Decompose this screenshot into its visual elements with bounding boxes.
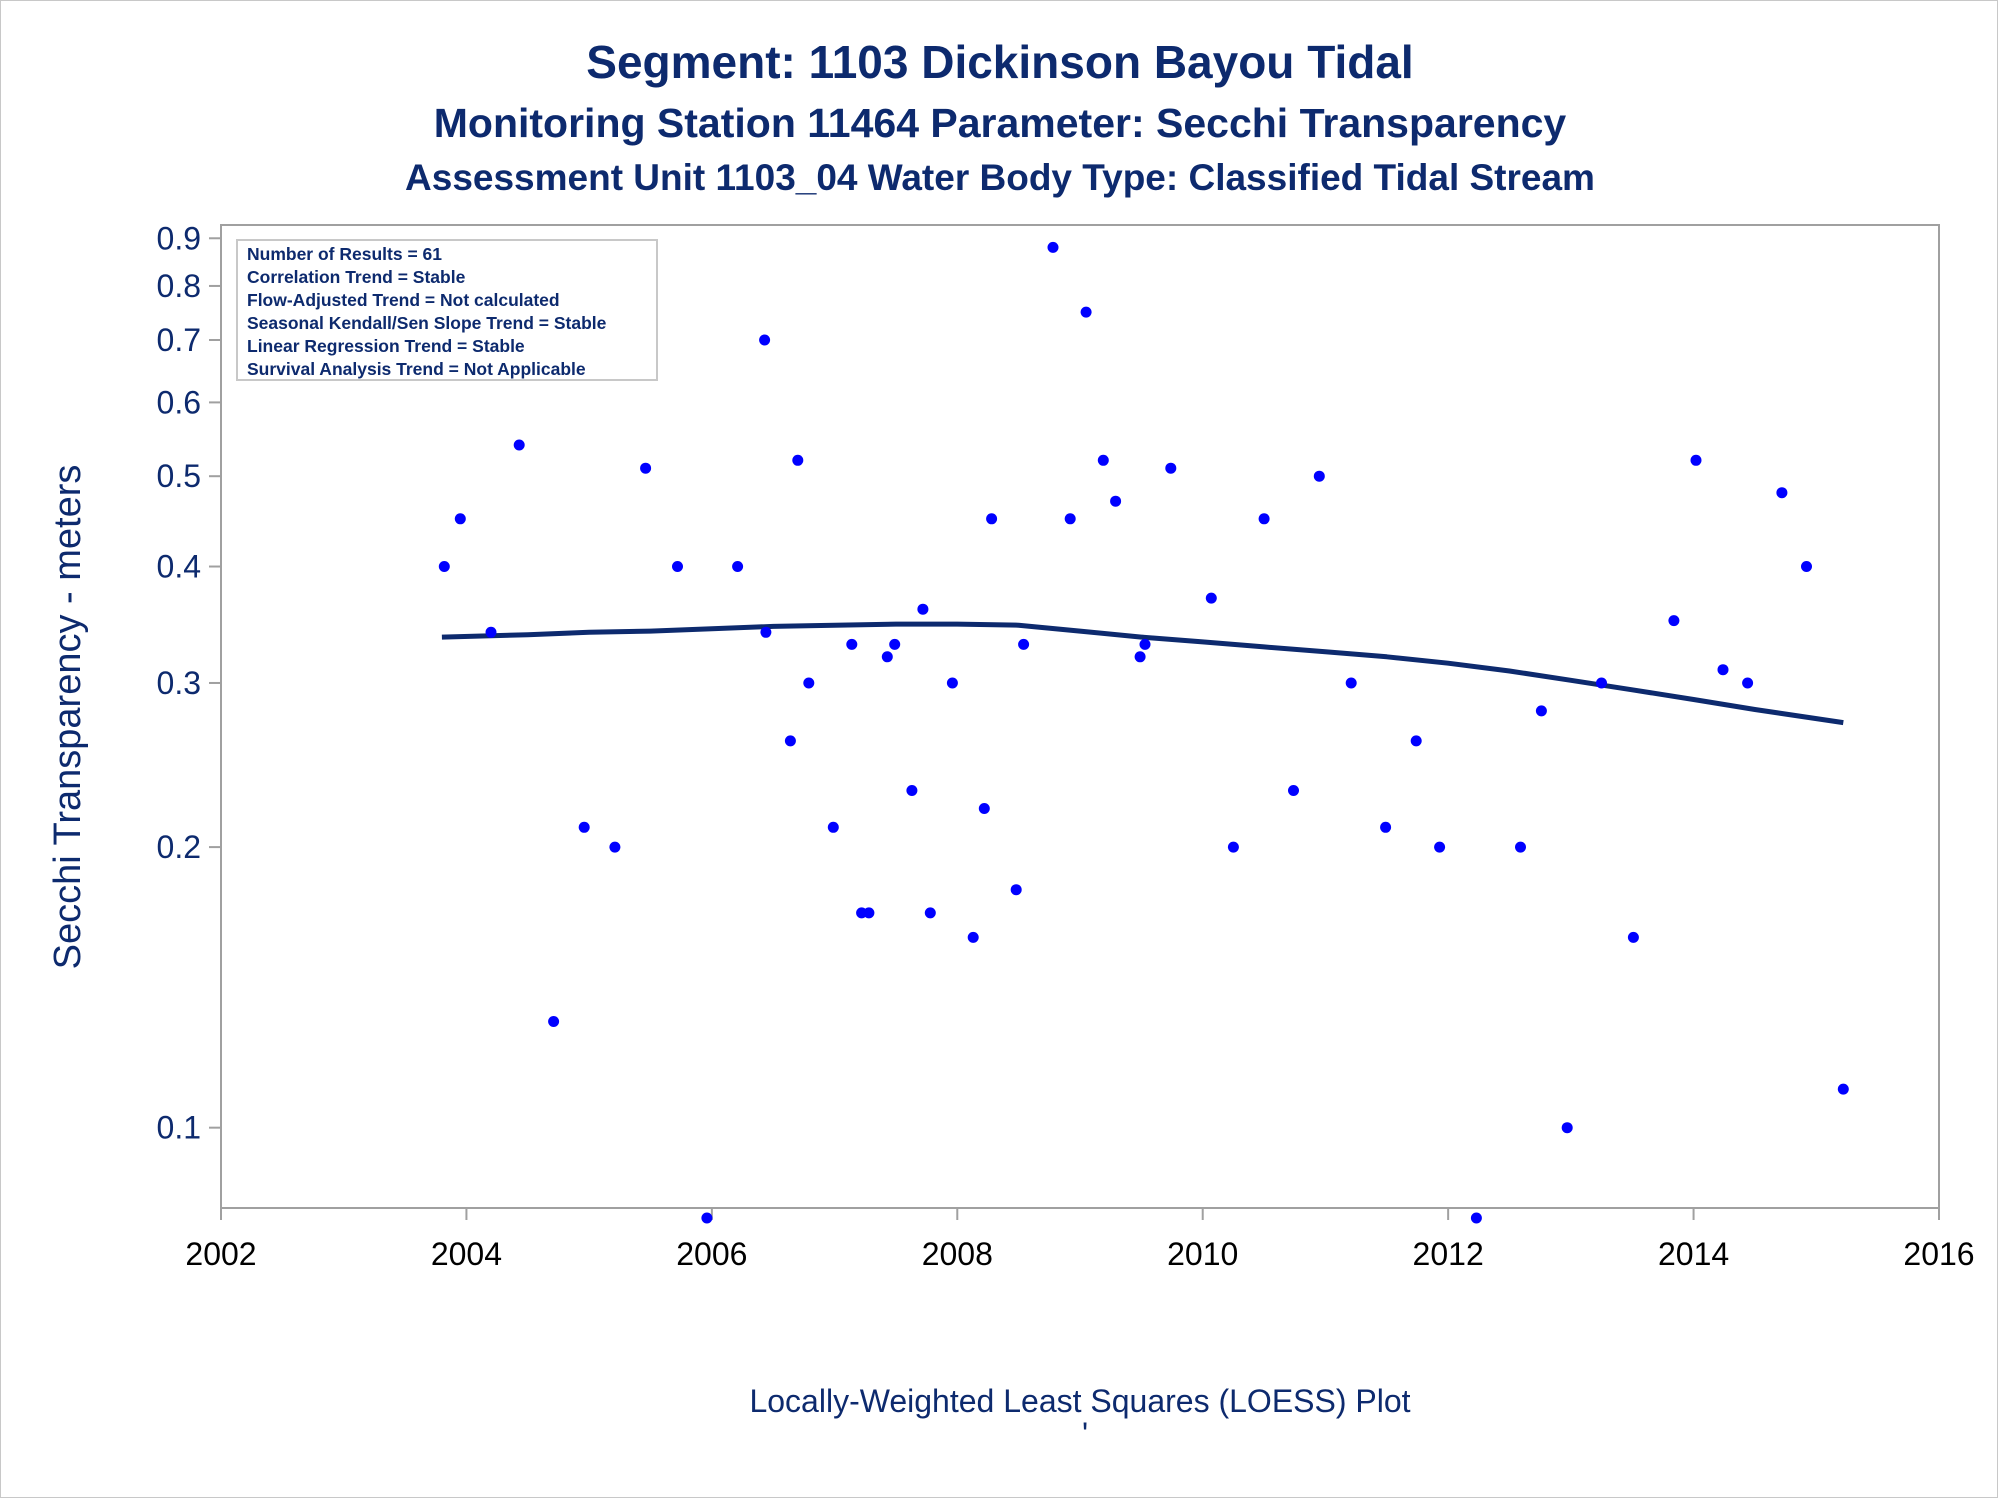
stat-seasonal-kendall-trend: Seasonal Kendall/Sen Slope Trend = Stabl… <box>247 313 607 333</box>
data-point <box>1561 1122 1573 1134</box>
data-point <box>1080 306 1092 318</box>
data-point <box>438 561 450 572</box>
data-point <box>1515 841 1526 853</box>
y-axis-label: Secchi Transparency - meters <box>47 465 89 970</box>
x-tick-label: 2012 <box>1413 1236 1484 1272</box>
footnote: Locally-Weighted Least Squares (LOESS) P… <box>749 1383 1410 1419</box>
y-tick-label: 0.1 <box>157 1110 201 1146</box>
data-point <box>1165 462 1177 474</box>
y-tick-label: 0.8 <box>157 268 201 304</box>
data-point <box>609 841 621 853</box>
data-point <box>1742 677 1754 689</box>
data-point <box>513 439 525 451</box>
data-point <box>846 638 858 650</box>
data-point <box>1410 735 1422 747</box>
data-point <box>1596 677 1607 689</box>
data-point <box>701 1212 713 1224</box>
data-point <box>1717 664 1729 676</box>
y-axis: 0.1 0.2 0.3 0.4 0.5 0.6 0.7 0.8 0.9 <box>157 220 221 1146</box>
data-point <box>1110 495 1122 507</box>
data-point <box>863 907 875 919</box>
y-tick-label: 0.7 <box>157 322 201 358</box>
data-point <box>1434 841 1446 853</box>
data-point <box>881 651 893 663</box>
stat-survival-analysis-trend: Survival Analysis Trend = Not Applicable <box>247 359 586 379</box>
data-point <box>906 785 918 796</box>
data-point <box>889 638 901 650</box>
data-point <box>803 677 815 689</box>
data-point <box>1535 705 1547 717</box>
data-point <box>454 513 466 525</box>
data-point <box>1134 651 1146 663</box>
data-point <box>1627 931 1639 943</box>
data-point <box>1010 884 1022 896</box>
data-point <box>1776 487 1788 499</box>
data-point <box>1668 615 1680 627</box>
data-point <box>1258 513 1270 525</box>
data-point <box>917 603 929 615</box>
stat-linear-regression-trend: Linear Regression Trend = Stable <box>247 336 525 356</box>
data-point <box>946 677 958 689</box>
data-point <box>1690 454 1702 466</box>
data-point <box>1313 470 1325 482</box>
data-point <box>792 454 804 466</box>
x-tick-label: 2006 <box>676 1236 747 1272</box>
data-point <box>784 735 796 747</box>
stat-flow-adjusted-trend: Flow-Adjusted Trend = Not calculated <box>247 290 560 310</box>
stat-correlation-trend: Correlation Trend = Stable <box>247 267 466 287</box>
data-point <box>1064 513 1076 525</box>
x-tick-label: 2016 <box>1903 1236 1974 1272</box>
x-tick-label: 2010 <box>1167 1236 1238 1272</box>
x-tick-label: 2014 <box>1658 1236 1729 1272</box>
y-tick-label: 0.4 <box>157 549 201 585</box>
data-point <box>1470 1212 1482 1224</box>
data-point <box>578 821 590 833</box>
data-point <box>1205 592 1217 604</box>
y-tick-label: 0.2 <box>157 829 201 865</box>
stats-box: Number of Results = 61 Correlation Trend… <box>236 239 658 381</box>
loess-layer <box>441 621 1844 726</box>
x-tick-label: 2008 <box>922 1236 993 1272</box>
x-tick-label: 2002 <box>185 1236 256 1272</box>
points-layer <box>438 241 1849 1224</box>
data-point <box>1837 1083 1849 1095</box>
y-tick-label: 0.3 <box>157 665 201 701</box>
data-point <box>924 907 936 919</box>
y-tick-label: 0.9 <box>157 220 201 256</box>
data-point <box>760 626 772 638</box>
y-tick-label: 0.6 <box>157 384 201 420</box>
x-tick-label: 2004 <box>431 1236 502 1272</box>
stat-number-of-results: Number of Results = 61 <box>247 244 442 264</box>
y-tick-label: 0.5 <box>157 458 201 494</box>
data-point <box>640 462 652 474</box>
data-point <box>967 931 979 943</box>
data-point <box>732 561 744 572</box>
data-point <box>1018 638 1030 650</box>
data-point <box>672 561 683 572</box>
data-point <box>1380 821 1392 833</box>
data-point <box>1097 454 1109 466</box>
data-point <box>759 334 771 346</box>
data-point <box>1047 241 1059 253</box>
plot-area <box>220 224 1940 1209</box>
footnote-mark: ' <box>1082 1416 1088 1452</box>
data-point <box>485 626 497 638</box>
data-point <box>1801 561 1812 572</box>
data-point <box>986 513 998 525</box>
chart-title: Segment: 1103 Dickinson Bayou Tidal <box>586 36 1413 88</box>
data-point <box>1288 785 1299 796</box>
data-point <box>548 1016 560 1027</box>
chart-subtitle-station: Monitoring Station 11464 Parameter: Secc… <box>434 100 1567 146</box>
data-point <box>1139 638 1151 650</box>
data-point <box>1227 841 1239 853</box>
chart-subtitle-assessment: Assessment Unit 1103_04 Water Body Type:… <box>405 157 1595 198</box>
loess-trend-line <box>441 621 1844 726</box>
data-point <box>978 803 990 814</box>
data-point <box>827 821 839 833</box>
data-point <box>1345 677 1357 689</box>
x-axis: 2002 2004 2006 2008 2010 2012 2014 2016 <box>185 1208 1975 1272</box>
stats-box-frame <box>236 239 658 381</box>
